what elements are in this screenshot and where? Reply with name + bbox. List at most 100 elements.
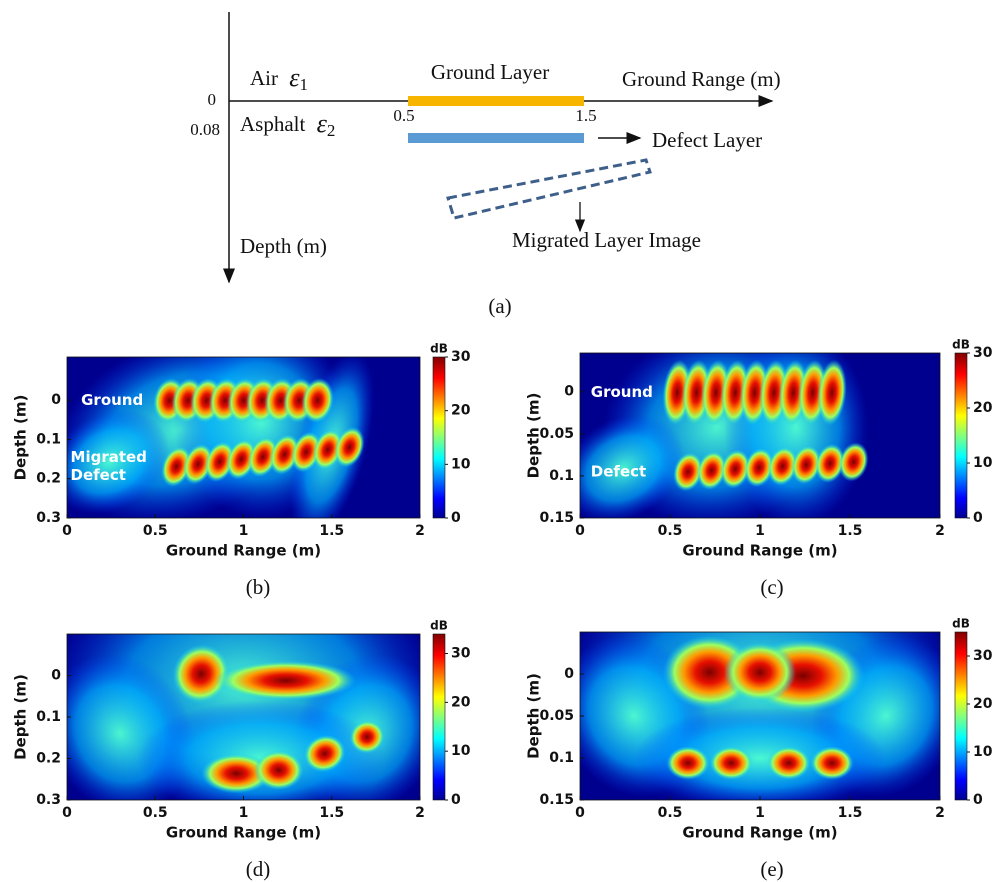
y-tick-label: 0 xyxy=(51,392,61,408)
heatmap-blob xyxy=(709,746,753,780)
x-axis-label: Ground Range (m) xyxy=(166,824,321,842)
colorbar-label: dB xyxy=(430,342,448,356)
colorbar-label: dB xyxy=(952,617,970,631)
colorbar-tick-label: 20 xyxy=(451,403,471,419)
heatmap-blob xyxy=(817,359,847,426)
heatmap-blob xyxy=(226,438,257,480)
air-subscript: 1 xyxy=(300,75,309,94)
heatmap xyxy=(580,632,940,800)
y-tick-label: 0.15 xyxy=(539,792,574,808)
colorbar-tick-label: 10 xyxy=(973,455,993,471)
colorbar-tick-label: 20 xyxy=(451,694,471,710)
colorbar-tick-label: 0 xyxy=(973,510,983,526)
x-tick-label: 2 xyxy=(415,805,425,821)
colorbar-tick-label: 20 xyxy=(973,400,993,416)
migrated-layer-label: Migrated Layer Image xyxy=(512,228,701,252)
heatmap-blob xyxy=(303,734,346,773)
y-tick-label: 0.05 xyxy=(539,708,574,724)
ground-layer-label: Ground Layer xyxy=(431,60,549,84)
x-tick-label: 0 xyxy=(575,805,585,821)
y-tick-label: 0.1 xyxy=(549,468,574,484)
heatmap-blob xyxy=(767,746,811,780)
x-tick-label: 1.5 xyxy=(319,805,344,821)
x-tick-label: 0.5 xyxy=(143,805,168,821)
colorbar-tick-label: 30 xyxy=(973,648,993,664)
heatmap-blob xyxy=(301,378,334,423)
y-tick-label: 0.3 xyxy=(36,792,61,808)
colorbar-label: dB xyxy=(952,338,970,352)
x-axis-label: Ground Range (m) xyxy=(166,542,321,560)
y-tick-label: 0.1 xyxy=(36,431,61,447)
colorbar xyxy=(954,631,968,801)
heatmap-blob xyxy=(161,446,192,487)
caption: (c) xyxy=(760,575,783,599)
defect-layer-label: Defect Layer xyxy=(652,128,762,152)
heatmap-glow xyxy=(137,700,385,800)
heatmap xyxy=(580,353,940,518)
annotation: Migrated xyxy=(71,448,147,466)
heatmap-blob xyxy=(291,431,322,473)
asphalt-text: Asphalt xyxy=(240,112,305,136)
heatmap-blob xyxy=(720,449,751,489)
x-tick-label: 1 xyxy=(239,523,249,539)
colorbar-tick-label: 20 xyxy=(973,696,993,712)
y-tick-label: 0.2 xyxy=(36,471,61,487)
colorbar-label: dB xyxy=(430,619,448,633)
annotation: Defect xyxy=(591,462,646,480)
asphalt-symbol: ε xyxy=(317,109,328,138)
range-end: 1.5 xyxy=(575,106,596,125)
annotation: Ground xyxy=(81,391,143,409)
heatmap-blob xyxy=(791,445,822,485)
heatmap-blob xyxy=(204,441,235,482)
x-tick-label: 0 xyxy=(62,805,72,821)
y-tick-label: 0.15 xyxy=(539,510,574,526)
air-label: Air ε1 xyxy=(250,63,308,94)
x-tick-label: 2 xyxy=(935,805,945,821)
colorbar-tick-label: 30 xyxy=(973,345,993,361)
y-tick-label: 0.3 xyxy=(36,510,61,526)
defect-layer-bar xyxy=(408,133,584,143)
heatmap-blob xyxy=(201,753,272,794)
heatmap-blob xyxy=(247,436,278,478)
heatmap-blob xyxy=(810,746,854,780)
x-axis-label: Ground Range (m) xyxy=(682,542,837,560)
colorbar-tick-label: 0 xyxy=(451,510,461,526)
y-tick-label: 0.1 xyxy=(549,750,574,766)
heatmap-blob xyxy=(254,750,304,791)
range-start: 0.5 xyxy=(393,106,414,125)
x-tick-label: 0.5 xyxy=(658,523,683,539)
y-axis-label: Depth (m) xyxy=(12,674,30,760)
heatmap xyxy=(67,357,420,518)
ground-layer-bar xyxy=(408,96,584,106)
colorbar xyxy=(432,633,446,801)
air-symbol: ε xyxy=(289,63,300,92)
colorbar-tick-label: 0 xyxy=(973,792,983,808)
colorbar xyxy=(954,352,968,519)
x-tick-label: 1 xyxy=(755,805,765,821)
heatmap-blob xyxy=(724,642,796,703)
x-tick-label: 0.5 xyxy=(143,523,168,539)
asphalt-label: Asphalt ε2 xyxy=(240,109,335,140)
heatmap-blob xyxy=(767,446,798,486)
caption: (e) xyxy=(760,857,783,881)
x-tick-label: 1 xyxy=(239,805,249,821)
y-tick-label: 0 xyxy=(564,384,574,400)
y-tick-label: 0.2 xyxy=(36,751,61,767)
heatmap-blob xyxy=(673,452,703,492)
y-tick-label: 0 xyxy=(564,666,574,682)
heatmap-blob xyxy=(744,448,774,488)
range-axis-label: Ground Range (m) xyxy=(622,67,781,91)
x-tick-label: 1.5 xyxy=(838,523,863,539)
heatmap-glow xyxy=(67,409,170,515)
heatmap-blob xyxy=(349,720,385,754)
y-axis-label: Depth (m) xyxy=(12,395,30,481)
caption: (b) xyxy=(246,575,271,599)
migrated-layer-outline xyxy=(446,158,652,220)
x-tick-label: 2 xyxy=(415,523,425,539)
annotation: Ground xyxy=(591,383,653,401)
